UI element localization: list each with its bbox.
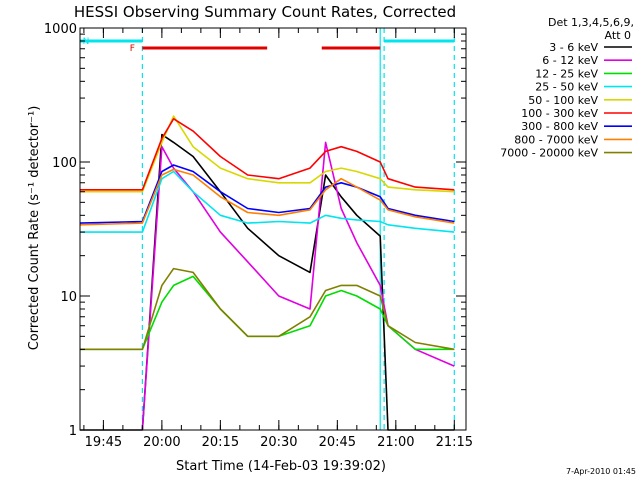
- legend-label-100-300-kev: 100 - 300 keV: [521, 107, 598, 120]
- legend-label-50-100-kev: 50 - 100 keV: [528, 94, 598, 107]
- series-lines: [79, 115, 455, 431]
- x-axis-label: Start Time (14-Feb-03 19:39:02): [176, 459, 386, 474]
- x-tick-label-2115: 21:15: [436, 435, 473, 450]
- series-line-6-12-kev: [141, 141, 455, 431]
- flag-f-label: F: [130, 44, 135, 54]
- chart-title: HESSI Observing Summary Count Rates, Cor…: [74, 3, 456, 21]
- series-line-100-300-kev: [80, 118, 455, 191]
- plot-axes: 1 10 100 1000 19:45 20:00 20:15 20:30 20:45 21:00…: [44, 22, 473, 450]
- x-tick-label-2015: 20:15: [202, 435, 239, 450]
- y-tick-label-100: 100: [52, 156, 77, 171]
- observing-flags: NF: [80, 37, 455, 54]
- legend-label-7000-20000-kev: 7000 - 20000 keV: [500, 147, 598, 160]
- x-tick-label-2045: 20:45: [319, 435, 356, 450]
- flag-n-label: N: [83, 37, 90, 47]
- plot-frame: [79, 27, 467, 431]
- x-tick-label-2030: 20:30: [260, 435, 297, 450]
- legend-label-6-12-kev: 6 - 12 keV: [542, 54, 598, 67]
- y-tick-label-1000: 1000: [44, 22, 77, 37]
- y-tick-label-10: 10: [60, 290, 77, 305]
- footer-timestamp: 7-Apr-2010 01:45: [566, 467, 636, 476]
- legend-header-line-1: Det 1,3,4,5,6,9,: [548, 16, 634, 29]
- series-line-25-50-kev: [80, 170, 455, 233]
- x-tick-label-1945: 19:45: [85, 435, 122, 450]
- legend-label-25-50-kev: 25 - 50 keV: [535, 81, 598, 94]
- legend-label-800-7000-kev: 800 - 7000 keV: [514, 133, 598, 146]
- x-tick-label-2000: 20:00: [143, 435, 180, 450]
- legend-header-line-2: Att 0: [605, 29, 631, 42]
- legend-label-12-25-kev: 12 - 25 keV: [535, 67, 598, 80]
- series-line-3-6-kev: [80, 133, 455, 431]
- series-line-7000-20000-kev: [80, 267, 455, 351]
- series-line-12-25-kev: [80, 275, 455, 351]
- x-tick-label-2100: 21:00: [377, 435, 414, 450]
- y-axis-label: Corrected Count Rate (s⁻¹ detector⁻¹): [27, 106, 42, 351]
- legend-label-300-800-kev: 300 - 800 keV: [521, 120, 598, 133]
- event-lines: [141, 28, 455, 430]
- legend-label-3-6-kev: 3 - 6 keV: [549, 41, 598, 54]
- y-tick-label-1: 1: [69, 424, 77, 439]
- series-line-300-800-kev: [79, 164, 455, 224]
- series-line-800-7000-kev: [79, 168, 455, 226]
